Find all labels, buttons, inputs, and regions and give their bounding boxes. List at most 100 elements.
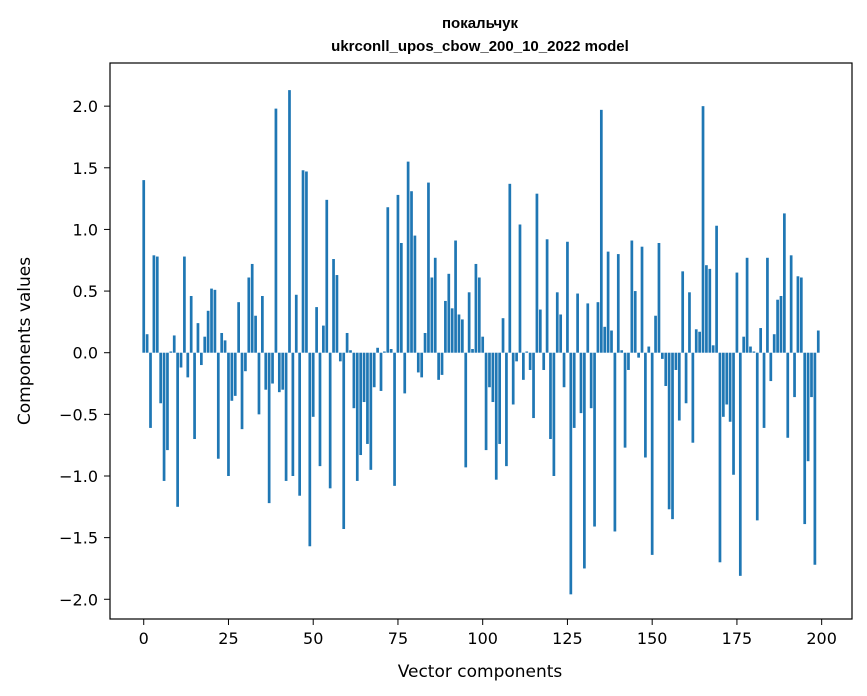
bar-111 (518, 224, 522, 353)
y-tick-label: −1.5 (59, 529, 98, 548)
x-tick-label: 200 (806, 629, 837, 648)
bar-145 (633, 291, 637, 353)
bar-88 (440, 352, 444, 375)
x-axis-label: Vector components (398, 662, 563, 682)
bar-163 (694, 329, 698, 353)
bar-32 (250, 263, 254, 353)
bar-178 (745, 257, 749, 353)
bar-180 (752, 351, 756, 353)
bar-3 (152, 255, 156, 353)
bar-139 (613, 352, 617, 532)
bar-51 (315, 307, 318, 353)
bar-138 (610, 330, 613, 353)
bar-156 (671, 352, 674, 520)
bar-36 (264, 352, 268, 390)
bar-169 (715, 225, 718, 353)
x-tick-label: 125 (552, 629, 583, 648)
bar-13 (186, 352, 190, 378)
bar-6 (162, 352, 166, 481)
bar-11 (179, 352, 183, 368)
bar-172 (725, 352, 729, 405)
bar-61 (349, 350, 352, 353)
bar-86 (433, 257, 437, 353)
y-tick-label: −0.5 (59, 405, 98, 424)
bar-21 (213, 289, 217, 353)
bar-73 (389, 349, 393, 353)
bar-74 (393, 352, 396, 486)
bar-197 (810, 352, 813, 398)
chart-subtitle: ukrconll_upos_cbow_200_10_2022 model (331, 38, 629, 55)
bar-165 (701, 106, 705, 353)
bar-185 (769, 352, 773, 382)
bar-95 (464, 352, 468, 468)
bar-30 (244, 352, 247, 372)
bar-59 (342, 352, 346, 530)
bar-18 (203, 336, 207, 353)
bar-20 (210, 288, 213, 353)
y-tick-label: 1.0 (73, 220, 98, 239)
bar-2 (149, 352, 152, 428)
bar-191 (789, 255, 793, 353)
bar-33 (254, 315, 257, 353)
bar-28 (237, 302, 240, 353)
bar-97 (471, 349, 474, 353)
bar-149 (647, 346, 651, 353)
bar-170 (718, 352, 722, 563)
x-tick-label: 50 (303, 629, 323, 648)
y-axis-ticks: −2.0 −1.5 −1.0 −0.5 0.0 0.5 1.0 1.5 2.0 (59, 97, 110, 609)
bar-19 (206, 310, 210, 353)
bar-135 (599, 109, 603, 353)
bar-167 (708, 268, 712, 353)
x-tick-label: 75 (388, 629, 408, 648)
bar-66 (366, 352, 369, 444)
bar-29 (240, 352, 244, 430)
bar-22 (216, 352, 220, 459)
bar-137 (606, 251, 610, 353)
bar-26 (230, 352, 234, 401)
bar-82 (420, 352, 424, 378)
bar-23 (220, 332, 224, 353)
bar-87 (437, 352, 440, 380)
y-axis-label: Components values (15, 257, 35, 425)
bar-188 (779, 296, 783, 353)
bar-173 (728, 352, 732, 422)
bar-116 (535, 193, 539, 353)
bar-105 (498, 352, 501, 444)
bar-78 (406, 161, 410, 353)
bar-57 (335, 275, 339, 353)
bar-90 (447, 273, 451, 353)
bar-25 (227, 352, 230, 476)
bar-193 (796, 276, 800, 353)
bar-52 (318, 352, 322, 467)
bar-62 (352, 352, 356, 409)
bar-198 (813, 352, 817, 565)
bar-84 (427, 182, 430, 353)
bar-91 (450, 308, 454, 353)
bar-72 (386, 207, 390, 353)
bar-65 (362, 352, 366, 403)
bar-132 (589, 352, 593, 409)
bar-158 (677, 352, 681, 421)
bar-115 (532, 352, 535, 419)
bar-102 (488, 352, 491, 388)
bar-147 (640, 246, 644, 353)
bar-54 (325, 199, 329, 353)
bar-120 (549, 352, 552, 440)
bar-175 (735, 272, 739, 353)
y-tick-label: −1.0 (59, 467, 98, 486)
bar-7 (166, 352, 169, 451)
bar-34 (257, 352, 261, 415)
bar-50 (311, 352, 315, 417)
bar-37 (267, 352, 271, 504)
bar-75 (396, 194, 400, 353)
bar-53 (322, 325, 325, 353)
bar-89 (444, 300, 447, 353)
bar-106 (501, 318, 505, 353)
bar-155 (667, 352, 671, 510)
bar-189 (783, 213, 786, 353)
bar-68 (372, 352, 376, 388)
bar-9 (172, 335, 176, 353)
bar-154 (664, 352, 668, 386)
bar-35 (261, 296, 264, 353)
